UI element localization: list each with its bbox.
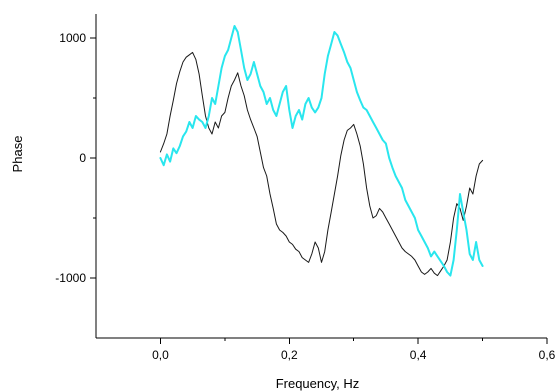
y-tick-label: 1000 bbox=[59, 31, 86, 45]
x-tick-label: 0,0 bbox=[152, 348, 169, 362]
y-tick-label: -1000 bbox=[55, 271, 86, 285]
x-axis-title: Frequency, Hz bbox=[276, 376, 360, 391]
series-lines bbox=[159, 25, 484, 277]
y-tick-label: 0 bbox=[79, 151, 86, 165]
axes bbox=[95, 14, 547, 339]
series-line-black bbox=[159, 51, 484, 277]
x-tick-label: 0,4 bbox=[410, 348, 427, 362]
series-line-cyan bbox=[159, 25, 484, 277]
tick-labels: 0,0 0,2 0,4 0,6 1000 0 -1000 bbox=[55, 31, 555, 362]
x-tick-label: 0,6 bbox=[539, 348, 556, 362]
y-axis-title: Phase bbox=[10, 136, 25, 173]
x-tick-label: 0,2 bbox=[281, 348, 298, 362]
tick-marks bbox=[90, 37, 548, 344]
